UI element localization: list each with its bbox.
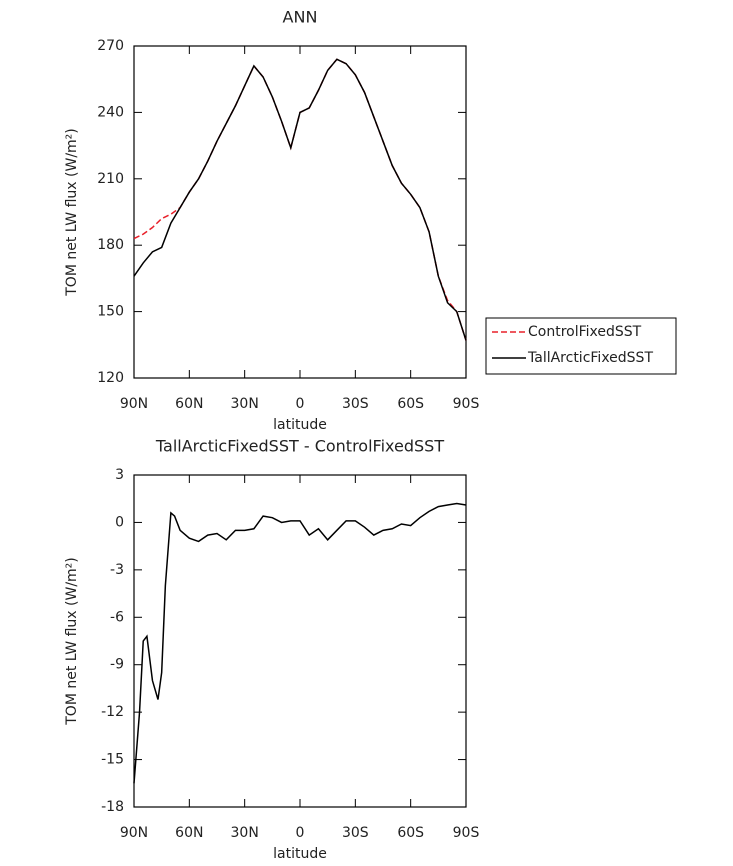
x-tick-label: 30S xyxy=(342,396,369,412)
x-tick-label: 90N xyxy=(120,396,148,412)
x-tick-label: 90S xyxy=(453,825,480,841)
x-tick-label: 90N xyxy=(120,825,148,841)
y-axis-label: TOM net LW flux (W/m²) xyxy=(64,557,80,726)
data-line xyxy=(133,502,467,784)
x-tick-label: 60S xyxy=(397,396,424,412)
y-tick-label: 270 xyxy=(97,38,124,54)
x-tick-label: 60N xyxy=(175,825,203,841)
chart-title: ANN xyxy=(283,8,318,27)
y-tick-label: 0 xyxy=(115,514,124,530)
y-axis-label: TOM net LW flux (W/m²) xyxy=(64,128,80,297)
y-tick-label: -9 xyxy=(110,657,124,673)
plot-frame xyxy=(133,45,467,379)
x-axis-label: latitude xyxy=(273,417,327,433)
y-tick-label: 150 xyxy=(97,304,124,320)
x-tick-label: 30N xyxy=(231,396,259,412)
data-line xyxy=(133,58,467,341)
y-tick-label: 240 xyxy=(97,104,124,120)
data-line xyxy=(133,58,467,341)
y-tick-label: 3 xyxy=(115,467,124,483)
y-tick-label: 180 xyxy=(97,237,124,253)
y-tick-label: -6 xyxy=(110,609,124,625)
y-tick-label: -12 xyxy=(101,704,124,720)
legend-label: ControlFixedSST xyxy=(528,324,642,340)
y-tick-label: -15 xyxy=(101,752,124,768)
x-tick-label: 90S xyxy=(453,396,480,412)
x-axis-label: latitude xyxy=(273,846,327,862)
plot-frame xyxy=(133,474,467,808)
x-tick-label: 30S xyxy=(342,825,369,841)
y-tick-label: -3 xyxy=(110,562,124,578)
x-tick-label: 30N xyxy=(231,825,259,841)
legend-label: TallArcticFixedSST xyxy=(527,350,653,366)
x-tick-label: 0 xyxy=(296,825,305,841)
x-tick-label: 60N xyxy=(175,396,203,412)
x-tick-label: 60S xyxy=(397,825,424,841)
legend-box xyxy=(485,317,677,375)
y-tick-label: -18 xyxy=(101,799,124,815)
chart-title: TallArcticFixedSST - ControlFixedSST xyxy=(155,437,444,456)
x-tick-label: 0 xyxy=(296,396,305,412)
y-tick-label: 210 xyxy=(97,171,124,187)
y-tick-label: 120 xyxy=(97,370,124,386)
